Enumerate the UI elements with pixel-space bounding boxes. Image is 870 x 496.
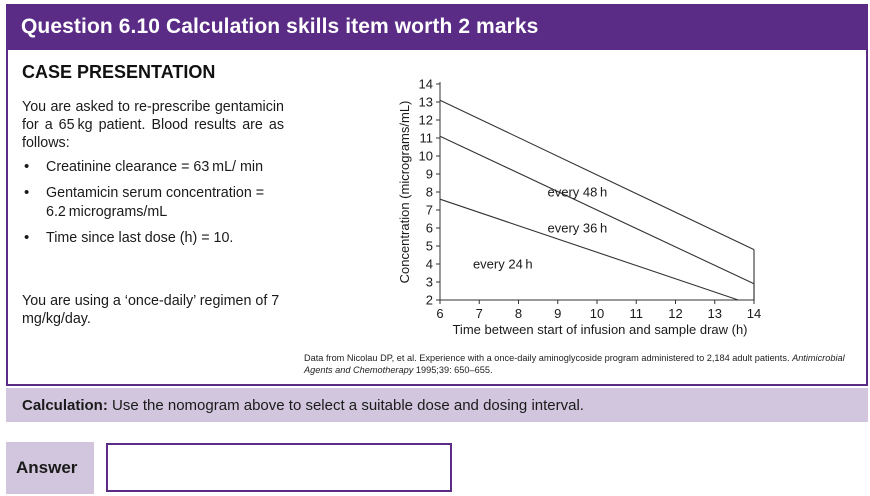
list-item: Creatinine clearance = 63 mL/ min xyxy=(24,158,286,177)
list-item: Time since last dose (h) = 10. xyxy=(24,229,286,248)
calculation-instruction: Calculation: Use the nomogram above to s… xyxy=(22,397,584,414)
series-label: every 48 h xyxy=(548,185,608,200)
y-tick-label: 7 xyxy=(426,203,433,218)
y-tick-label: 6 xyxy=(426,221,433,236)
series-line xyxy=(439,99,755,251)
x-tick-label: 14 xyxy=(747,306,761,321)
x-tick-label: 10 xyxy=(590,306,604,321)
case-intro: You are asked to re-prescribe gentamicin… xyxy=(22,99,284,152)
y-tick-label: 10 xyxy=(419,149,433,164)
answer-label: Answer xyxy=(16,458,78,477)
y-tick-label: 5 xyxy=(426,239,433,254)
y-tick-label: 12 xyxy=(419,113,433,128)
x-tick-label: 8 xyxy=(515,306,522,321)
series-line xyxy=(439,198,739,301)
answer-input[interactable] xyxy=(106,443,452,492)
x-tick-label: 7 xyxy=(476,306,483,321)
calculation-bar: Calculation: Use the nomogram above to s… xyxy=(6,388,868,422)
case-presentation-title: CASE PRESENTATION xyxy=(22,62,216,82)
x-tick-label: 13 xyxy=(708,306,722,321)
y-tick-label: 13 xyxy=(419,95,433,110)
calculation-text: Use the nomogram above to select a suita… xyxy=(107,397,584,414)
blood-results-list: Creatinine clearance = 63 mL/ min Gentam… xyxy=(24,158,286,256)
data-source-note: Data from Nicolau DP, et al. Experience … xyxy=(304,352,864,376)
list-item: Gentamicin serum concentration = 6.2 mic… xyxy=(24,184,286,221)
y-tick-label: 4 xyxy=(426,257,433,272)
y-tick-label: 14 xyxy=(419,77,433,92)
series-line xyxy=(439,135,755,285)
x-axis-label: Time between start of infusion and sampl… xyxy=(452,322,747,337)
source-citation: 1995;39: 650–655. xyxy=(413,365,493,375)
y-tick-label: 8 xyxy=(426,185,433,200)
question-header: Question 6.10 Calculation skills item wo… xyxy=(8,6,866,50)
source-text: Data from Nicolau DP, et al. Experience … xyxy=(304,353,790,363)
x-tick-label: 6 xyxy=(436,306,443,321)
series-label: every 24 h xyxy=(473,257,533,272)
y-tick-label: 9 xyxy=(426,167,433,182)
series-label: every 36 h xyxy=(548,221,608,236)
y-axis-label: Concentration (micrograms/mL) xyxy=(397,101,412,284)
regimen-text: You are using a ‘once-daily’ regimen of … xyxy=(22,293,283,328)
question-title: Question 6.10 Calculation skills item wo… xyxy=(21,15,539,38)
calculation-label: Calculation: xyxy=(22,397,108,414)
y-tick-label: 2 xyxy=(426,293,433,308)
answer-label-box: Answer xyxy=(6,442,94,494)
y-tick-label: 3 xyxy=(426,275,433,290)
y-tick-label: 11 xyxy=(420,131,434,146)
nomogram-chart: 2 3 4 5 6 7 8 9 10 11 12 13 14 6 7 8 9 10 11 12 13 14 every 24… xyxy=(397,77,761,338)
x-tick-label: 12 xyxy=(668,306,682,321)
source-journal: Antimicrobial Agents and Chemotherapy xyxy=(304,353,845,375)
x-tick-label: 11 xyxy=(630,306,644,321)
x-tick-label: 9 xyxy=(554,306,561,321)
question-frame: Question 6.10 Calculation skills item wo… xyxy=(6,4,868,386)
